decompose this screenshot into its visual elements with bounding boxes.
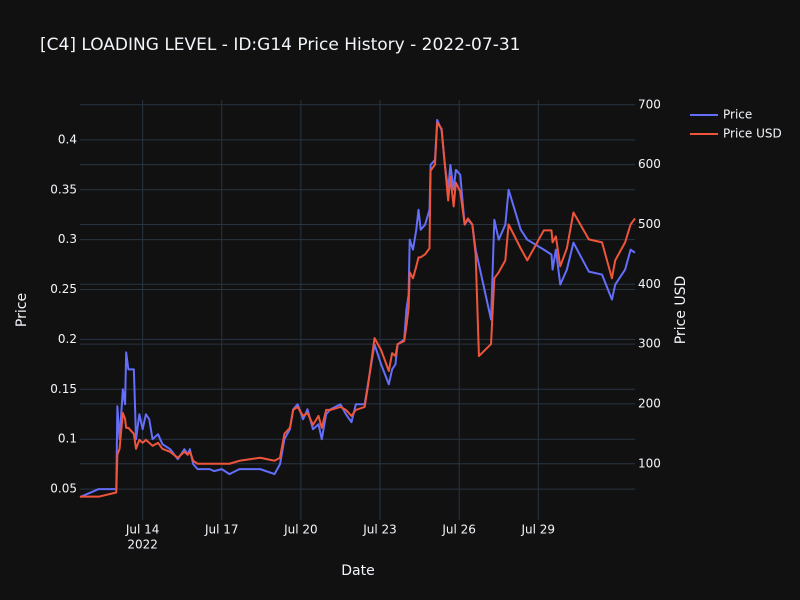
y-tick-label: 0.1 [58, 432, 77, 446]
line-series [80, 121, 636, 498]
y2-tick-label: 100 [638, 456, 661, 470]
x-tick-label: Jul 29 [521, 523, 556, 537]
x-axis-title: Date [341, 563, 374, 579]
line-series [79, 118, 636, 498]
x-tick-label: Jul 20 [283, 523, 318, 537]
x-tick-label: Jul 17 [204, 523, 239, 537]
chart-title: [C4] LOADING LEVEL - ID:G14 Price Histor… [40, 35, 520, 55]
y2-tick-label: 200 [638, 396, 661, 410]
x-tick-label: Jul 23 [362, 523, 397, 537]
y2-tick-label: 300 [638, 337, 661, 351]
x-tick-label: Jul 26 [441, 523, 476, 537]
y-axis-title: Price [14, 293, 30, 327]
y-tick-label: 0.15 [50, 382, 77, 396]
y-tick-label: 0.35 [50, 182, 77, 196]
y-tick-label: 0.25 [50, 282, 77, 296]
y2-tick-label: 400 [638, 277, 661, 291]
legend-label: Price [723, 108, 752, 122]
y-tick-label: 0.3 [58, 232, 77, 246]
y-tick-label: 0.05 [50, 482, 77, 496]
y-tick-label: 0.4 [58, 132, 77, 146]
y2-tick-label: 600 [638, 157, 661, 171]
y2-tick-label: 700 [638, 97, 661, 111]
x-tick-label: Jul 14 [125, 523, 160, 537]
y2-tick-label: 500 [638, 217, 661, 231]
x-tick-sublabel: 2022 [127, 538, 158, 552]
legend-label: Price USD [723, 127, 782, 141]
y2-axis-title: Price USD [673, 276, 689, 345]
y-tick-label: 0.2 [58, 332, 77, 346]
